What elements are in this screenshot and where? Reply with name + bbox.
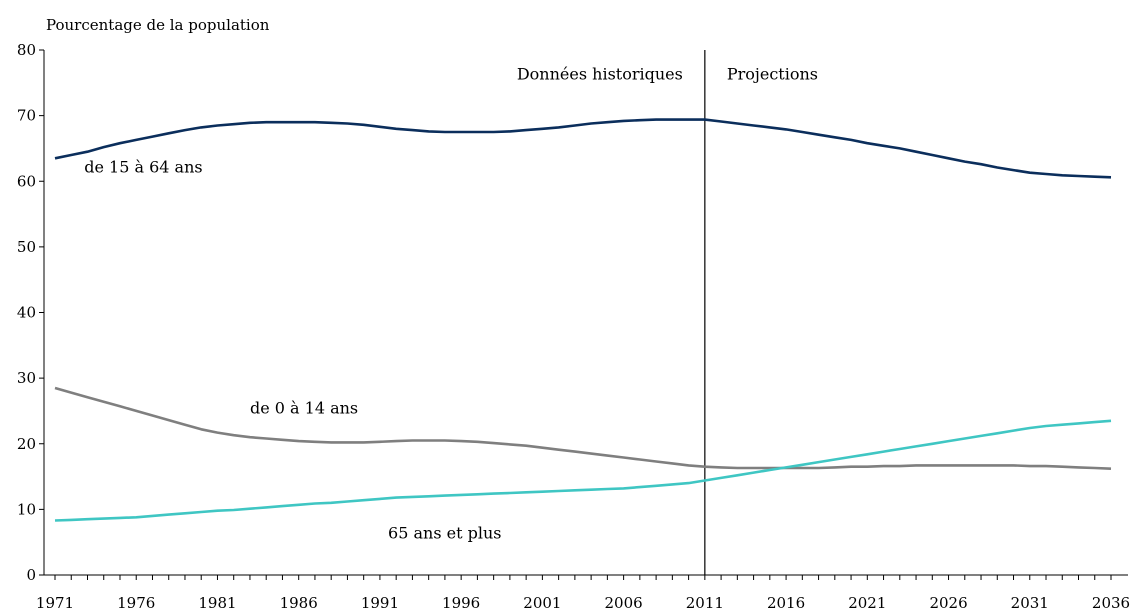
x-tick-label: 2021 <box>848 594 886 612</box>
x-tick-label: 2016 <box>767 594 805 612</box>
x-tick-label: 2031 <box>1011 594 1049 612</box>
x-tick-label: 2026 <box>929 594 967 612</box>
x-tick-label: 2036 <box>1092 594 1130 612</box>
series-line-2 <box>54 419 1112 522</box>
annotation-historical: Données historiques <box>517 65 683 84</box>
x-tick-label: 1991 <box>361 594 399 612</box>
axes <box>43 50 1128 576</box>
y-tick-label: 40 <box>17 304 36 322</box>
x-tick-label: 1996 <box>442 594 480 612</box>
series-label-15-64: de 15 à 64 ans <box>84 158 202 177</box>
y-tick-label: 20 <box>17 435 36 453</box>
series-label-65-plus: 65 ans et plus <box>388 523 501 542</box>
series-line-0 <box>54 118 1112 179</box>
series-label-0-14: de 0 à 14 ans <box>250 399 358 418</box>
y-tick-label: 10 <box>17 500 36 518</box>
series-lines <box>54 118 1112 522</box>
x-tick-label: 2011 <box>686 594 724 612</box>
x-tick-label: 1981 <box>198 594 236 612</box>
y-tick-label: 70 <box>17 107 36 125</box>
x-tick-label: 1986 <box>280 594 318 612</box>
y-tick-label: 80 <box>17 41 36 59</box>
annotation-projections: Projections <box>727 65 818 84</box>
y-tick-label: 30 <box>17 369 36 387</box>
x-tick-label: 1971 <box>36 594 74 612</box>
y-axis-label: Pourcentage de la population <box>46 16 270 34</box>
x-tick-label: 2006 <box>605 594 643 612</box>
y-tick-label: 60 <box>17 172 36 190</box>
x-tick-label: 2001 <box>523 594 561 612</box>
series-line-1 <box>54 386 1112 470</box>
y-tick-label: 0 <box>26 566 36 584</box>
y-tick-label: 50 <box>17 238 36 256</box>
x-tick-label: 1976 <box>117 594 155 612</box>
ticks: 0 10 20 30 40 50 60 70 80 1971 1976 1981 1986 1991 199… <box>17 41 1130 612</box>
